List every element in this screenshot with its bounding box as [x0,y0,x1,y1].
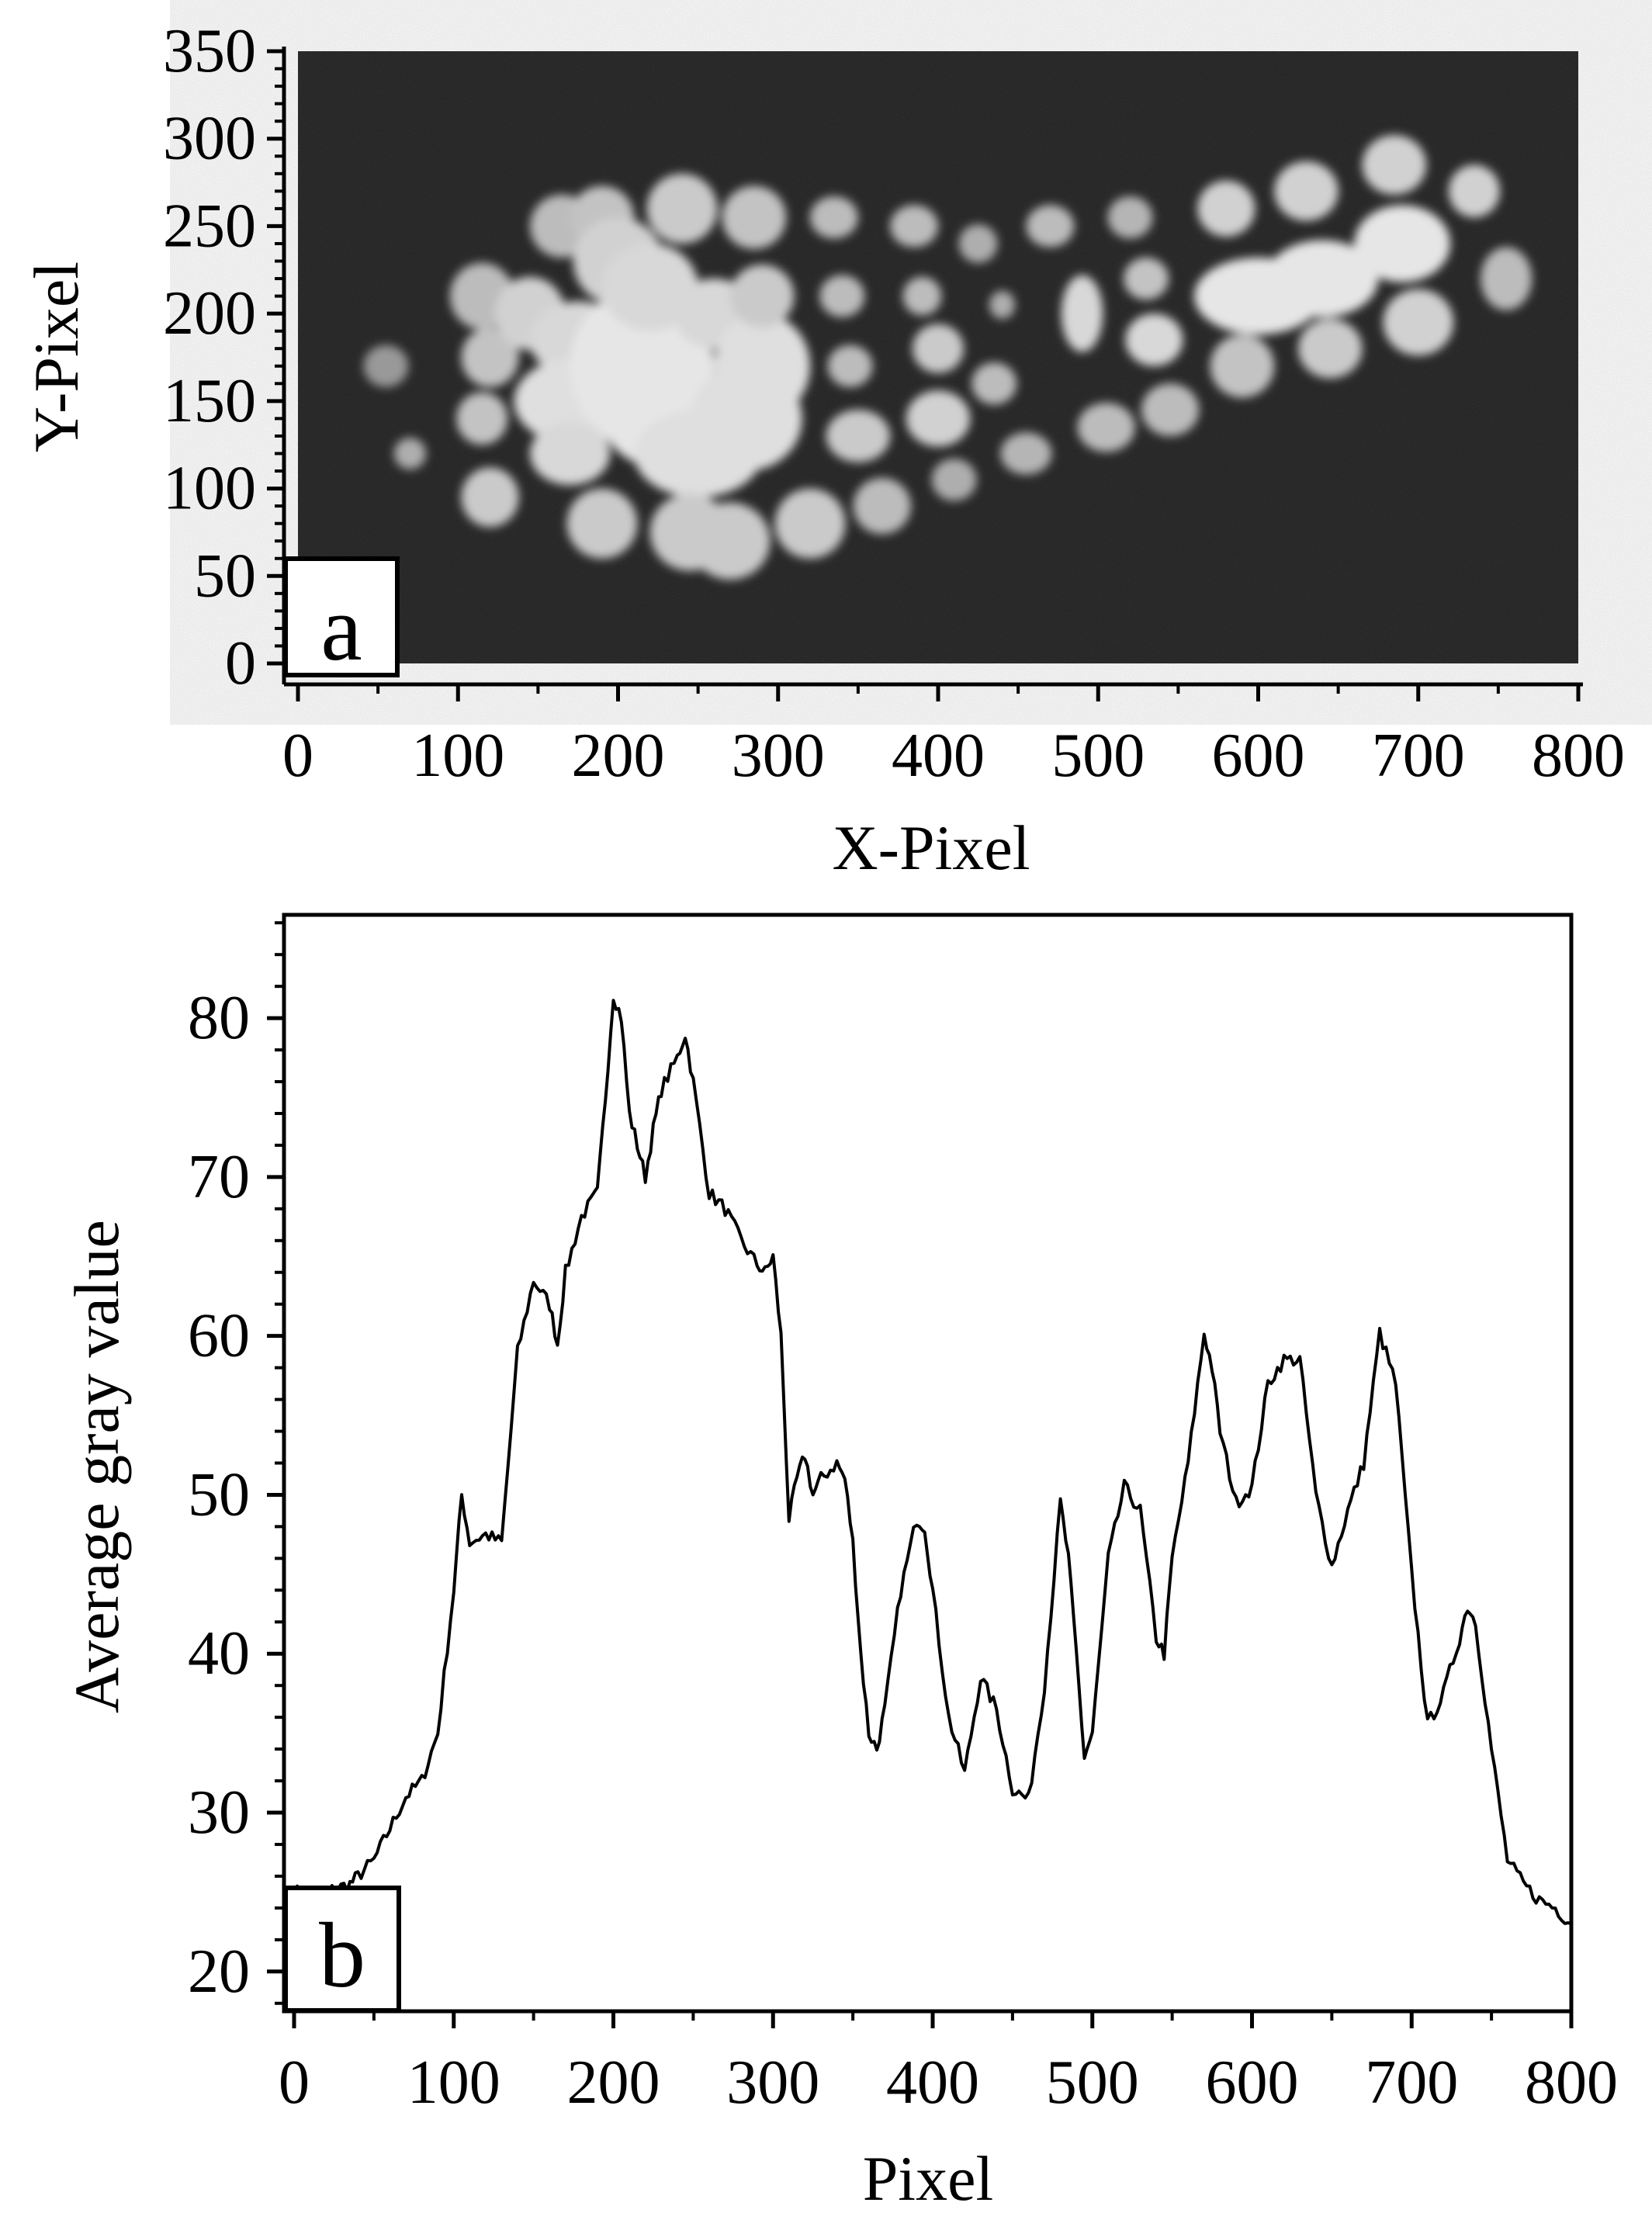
panel-a-y-tick-label: 300 [163,105,256,173]
image-spot [810,196,858,239]
panel-b-x-axis-title: Pixel [863,2143,994,2213]
gray-value-profile-line [293,999,1571,1926]
image-spot [1481,247,1533,310]
panel-b-y-tick-label: 60 [188,1302,250,1370]
image-spot [1061,275,1103,352]
image-spot [566,488,638,559]
image-spot [393,438,426,469]
panel-b-x-tick-label: 400 [886,2048,979,2117]
image-spot [989,290,1015,319]
panel-b-x-tick-label: 600 [1206,2048,1299,2117]
panel-a-y-tick-label: 50 [194,542,256,610]
panel-b-x-tick-label: 500 [1046,2048,1139,2117]
panel-a-x-tick-label: 600 [1212,722,1305,790]
panel-b-y-tick-label: 80 [188,984,250,1052]
image-spot [646,173,718,244]
image-spot [461,327,519,387]
image-spot [1362,135,1427,195]
panel-a-y-tick-label: 100 [163,455,256,523]
panel-a-x-tick-label: 100 [411,722,504,790]
panel-a-x-axis-title: X-Pixel [832,812,1030,883]
image-spot [1298,318,1363,379]
panel-b-y-tick-label: 40 [188,1619,250,1688]
panel-a-label-frame [283,556,400,677]
panel-b-y-tick-label: 70 [188,1143,250,1211]
image-spot [819,275,865,317]
panel-b-axes: 0 100 200 300 400 500 600 700 800 20 30 40 50 60 70 80 [188,921,1618,2117]
panel-a-x-tick-label: 200 [572,722,665,790]
panel-b-y-axis-title: Average gray value [61,1220,132,1713]
image-spot [1077,403,1135,452]
panel-b-plot-frame [282,913,1574,2014]
image-spot [729,265,795,328]
image-spot [1141,383,1200,436]
image-spot [1107,196,1153,239]
panel-a: 0 100 200 300 400 500 600 700 800 0 50 100 150 200 250… [21,17,1625,883]
image-spot [906,390,971,447]
panel-b-x-tick-label: 300 [726,2048,819,2117]
panel-a-x-tick-label: 0 [282,722,313,790]
panel-a-x-tick-label: 500 [1051,722,1145,790]
image-spot [1124,258,1169,300]
panel-a-x-tick-label: 700 [1372,722,1465,790]
image-spot [1448,165,1500,218]
image-spot [931,459,977,501]
image-spot [913,324,964,373]
panel-b-label-frame [283,1886,401,2013]
fluorescence-spot-image [363,135,1533,580]
panel-b-label: b [319,1903,365,2007]
image-spot [1210,334,1275,398]
image-spot [461,467,519,528]
image-spot [1125,313,1183,366]
panel-a-label-box: a [283,556,400,680]
panel-a-axes: 0 100 200 300 400 500 600 700 800 0 50 100 150 200 250… [163,17,1625,790]
image-spot [958,224,998,263]
panel-b-x-tick-label: 100 [407,2048,500,2117]
panel-b-x-tick-label: 200 [567,2048,660,2117]
image-spot [456,392,508,445]
image-spot [530,421,611,486]
panel-a-x-tick-label: 400 [892,722,985,790]
panel-b-label-box: b [283,1886,401,2013]
image-spot [363,345,409,387]
image-spot [902,276,942,316]
panel-a-y-tick-label: 200 [163,279,256,348]
panel-b: 0 100 200 300 400 500 600 700 80020304050607080 … [61,913,1618,2213]
panel-b-y-tick-label: 30 [188,1778,250,1847]
image-spot [690,502,771,580]
image-spot [690,365,802,471]
panel-a-y-tick-label: 350 [163,17,256,85]
panel-a-y-tick-label: 250 [163,192,256,260]
panel-a-y-tick-label: 0 [225,629,256,698]
image-spot [853,478,911,535]
image-spot [971,362,1017,405]
panel-b-x-tick-label: 800 [1525,2048,1618,2117]
image-spot [1383,289,1454,356]
image-spot [1354,205,1450,282]
image-spot [1274,161,1339,221]
panel-a-x-tick-label: 300 [732,722,825,790]
image-spot [1197,180,1255,237]
panel-b-x-tick-label: 700 [1365,2048,1458,2117]
panel-b-x-tick-label: 0 [279,2048,310,2117]
image-spot [826,410,891,462]
panel-a-x-tick-label: 800 [1532,722,1625,790]
image-spot [1000,432,1052,475]
image-spot [774,488,846,559]
panel-b-y-tick-label: 50 [188,1460,250,1529]
image-spot [722,185,787,249]
image-spot [1026,205,1075,248]
panel-a-label: a [320,577,362,680]
panel-b-y-tick-label: 20 [188,1938,250,2006]
image-spot [827,345,873,387]
panel-a-y-tick-label: 150 [163,367,256,435]
panel-a-y-axis-title: Y-Pixel [21,261,92,452]
image-spot [601,243,698,331]
image-spot [890,205,938,248]
image-spot [1266,240,1379,317]
